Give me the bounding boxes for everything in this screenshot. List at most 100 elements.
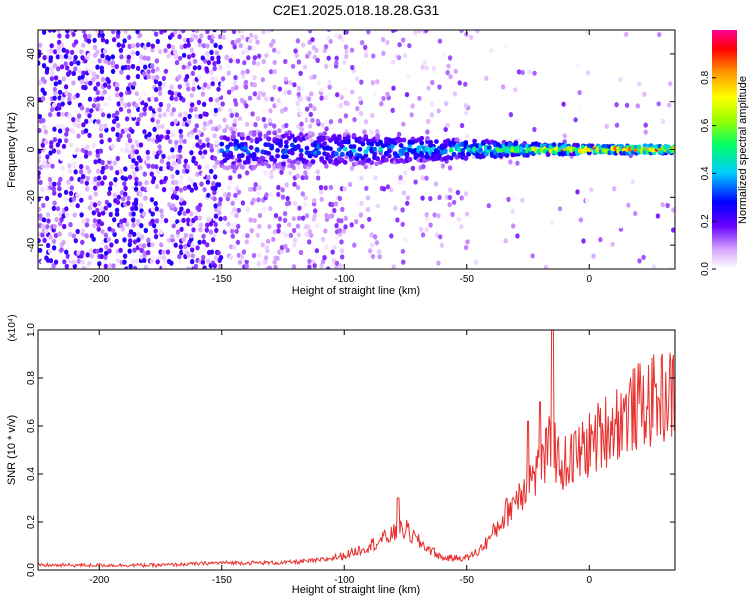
heatmap-cell	[271, 236, 276, 242]
heatmap-cell	[152, 126, 157, 132]
heatmap-cell	[79, 212, 84, 218]
heatmap-cell	[99, 133, 104, 139]
heatmap-cell	[520, 69, 525, 76]
heatmap-cell	[68, 142, 74, 148]
heatmap-cell	[116, 30, 121, 35]
heatmap-cell	[320, 74, 326, 80]
heatmap-cell	[60, 165, 66, 171]
heatmap-cell	[213, 31, 218, 38]
heatmap-cell	[171, 223, 176, 229]
heatmap-cell	[193, 263, 199, 269]
heatmap-cell	[437, 194, 442, 200]
heatmap-cell	[153, 234, 159, 240]
heatmap-cell	[388, 187, 394, 193]
heatmap-cell	[91, 210, 97, 216]
heatmap-cell	[359, 200, 364, 206]
heatmap-cell	[512, 195, 517, 201]
heatmap-cell	[49, 140, 54, 146]
heatmap-cell	[468, 34, 474, 41]
heatmap-cell	[400, 207, 405, 213]
heatmap-cell	[201, 43, 207, 49]
heatmap-cell	[261, 116, 267, 123]
heatmap-cell	[217, 124, 222, 130]
heatmap-cell	[87, 205, 93, 211]
heatmap-cell	[112, 192, 118, 198]
heatmap-cell	[175, 229, 181, 235]
heatmap-cell	[236, 223, 241, 229]
heatmap-cell	[193, 215, 199, 221]
heatmap-cell	[116, 101, 121, 107]
heatmap-cell	[257, 132, 263, 138]
heatmap-cell	[118, 47, 124, 54]
heatmap-cell	[107, 248, 112, 254]
heatmap-cell	[365, 206, 371, 213]
heatmap-cell	[123, 185, 128, 191]
heatmap-cell	[255, 61, 261, 67]
heatmap-cell	[190, 178, 195, 184]
heatmap-cell	[171, 154, 176, 160]
heatmap-cell	[424, 227, 429, 233]
heatmap-cell	[401, 37, 406, 43]
heatmap-cell	[642, 91, 647, 97]
heatmap-cell	[575, 142, 580, 148]
heatmap-cell	[65, 253, 71, 259]
heatmap-cell	[206, 84, 211, 90]
heatmap-cell	[181, 121, 186, 127]
heatmap-cell	[511, 223, 516, 229]
heatmap-cell	[275, 153, 280, 159]
heatmap-cell	[96, 226, 101, 232]
heatmap-cell	[85, 107, 90, 113]
heatmap-cell	[104, 250, 109, 256]
heatmap-cell	[181, 217, 186, 223]
heatmap-cell	[127, 138, 133, 144]
heatmap-cell	[314, 254, 319, 260]
heatmap-cell	[240, 49, 246, 56]
heatmap-cell	[71, 70, 77, 77]
heatmap-cell	[58, 176, 63, 182]
heatmap-cell	[59, 123, 64, 129]
heatmap-cell	[304, 174, 309, 180]
heatmap-cell	[150, 47, 155, 53]
heatmap-cell	[402, 53, 408, 59]
heatmap-cell	[199, 181, 204, 187]
heatmap-cell	[95, 207, 100, 213]
heatmap-cell	[189, 187, 194, 193]
heatmap-cell	[76, 60, 81, 66]
heatmap-cell	[144, 180, 149, 186]
heatmap-cell	[176, 222, 182, 228]
heatmap-cell	[182, 138, 187, 144]
x-tick-label: -150	[212, 575, 232, 586]
heatmap-cell	[230, 233, 235, 239]
heatmap-cell	[181, 237, 186, 243]
heatmap-cell	[484, 151, 489, 157]
heatmap-cell	[285, 195, 290, 202]
heatmap-cell	[352, 117, 357, 123]
heatmap-cell	[198, 227, 203, 233]
heatmap-cell	[342, 86, 347, 92]
heatmap-cell	[84, 186, 90, 192]
heatmap-cell	[51, 238, 57, 244]
heatmap-cell	[40, 187, 45, 193]
heatmap-cell	[671, 207, 675, 213]
heatmap-cell	[159, 229, 164, 235]
heatmap-cell	[97, 211, 102, 218]
heatmap-cell	[304, 231, 309, 237]
heatmap-cell	[405, 195, 411, 201]
heatmap-cell	[154, 218, 160, 224]
heatmap-cell	[146, 69, 151, 75]
heatmap-cell	[111, 113, 117, 119]
heatmap-cell	[52, 224, 57, 230]
y-tick-label: 0.0	[26, 563, 37, 577]
heatmap-cell	[64, 263, 70, 269]
heatmap-cell	[59, 54, 64, 60]
heatmap-cell	[130, 144, 135, 150]
heatmap-cell	[213, 42, 218, 49]
heatmap-cell	[240, 34, 245, 40]
heatmap-cell	[239, 135, 245, 141]
y-tick-label: -40	[26, 237, 37, 252]
heatmap-cell	[151, 30, 156, 32]
heatmap-cell	[52, 137, 58, 143]
heatmap-cell	[194, 134, 200, 140]
heatmap-cell	[159, 30, 164, 35]
heatmap-cell	[216, 86, 221, 92]
